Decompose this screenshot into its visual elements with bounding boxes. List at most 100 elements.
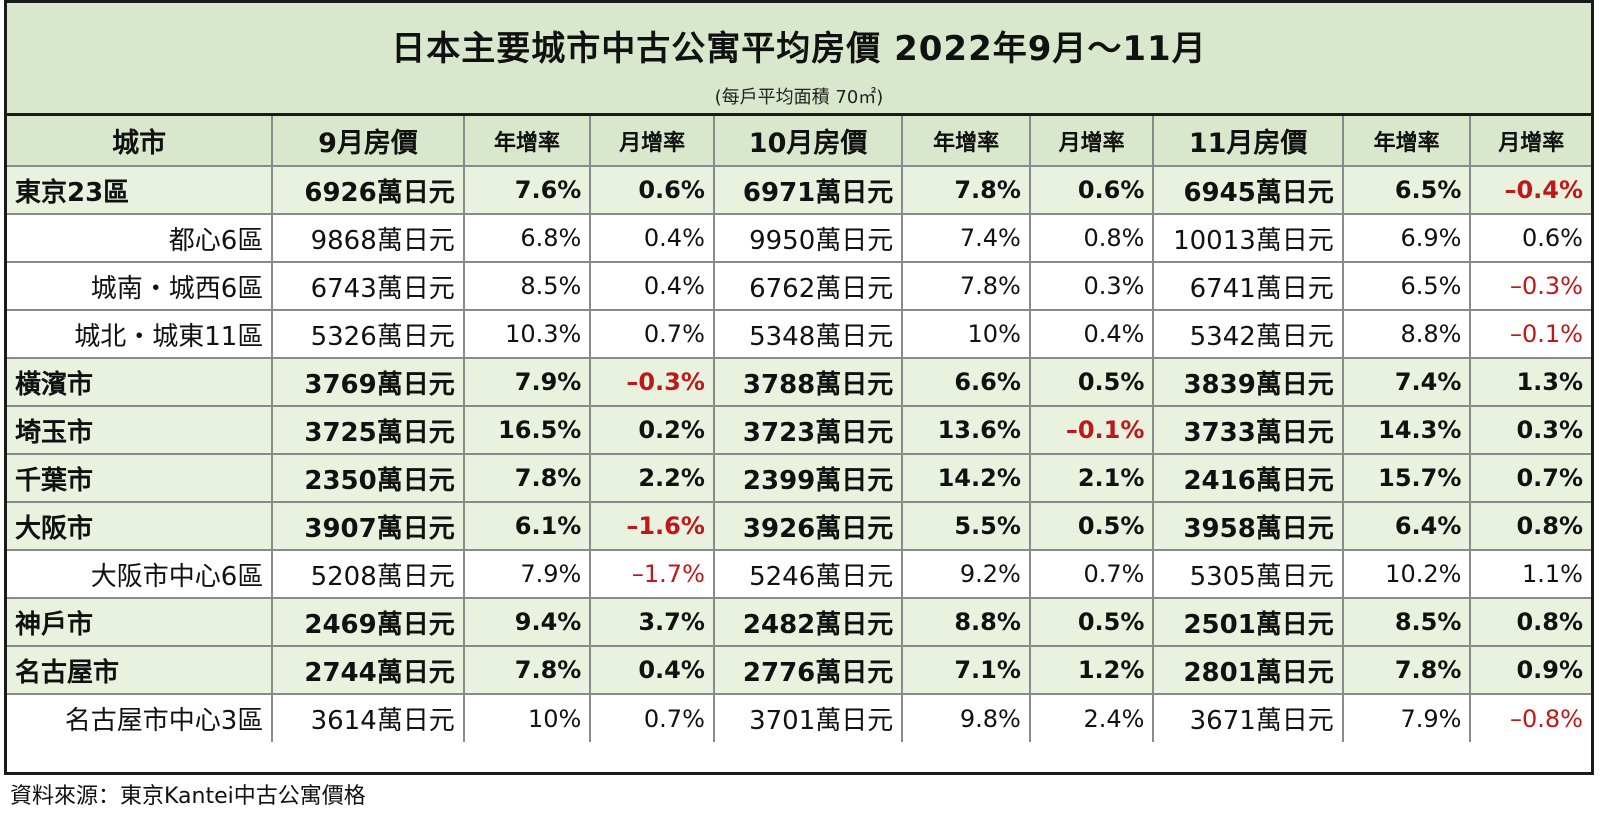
column-header: 年增率	[462, 116, 592, 167]
price-cell: 2744萬日元	[271, 645, 465, 695]
yoy-cell: 5.5%	[901, 501, 1031, 551]
mom-cell: –0.1%	[1028, 405, 1155, 455]
price-cell: 6926萬日元	[271, 165, 465, 215]
price-cell: 10013萬日元	[1152, 213, 1344, 263]
table-row: 城南・城西6區 6743萬日元 8.5% 0.4% 6762萬日元 7.8% 0.3% 674…	[7, 261, 1591, 311]
table-row: 大阪市 3907萬日元 6.1% –1.6% 3926萬日元 5.5% 0.5% 3958萬日…	[7, 501, 1591, 551]
price-cell: 3701萬日元	[712, 693, 904, 742]
price-cell: 5348萬日元	[712, 309, 904, 359]
mom-cell: 0.7%	[589, 309, 715, 359]
mom-cell: 1.2%	[1028, 645, 1155, 695]
yoy-cell: 7.9%	[462, 357, 592, 407]
yoy-cell: 6.5%	[1341, 261, 1472, 311]
price-cell: 3839萬日元	[1152, 357, 1344, 407]
mom-cell: 0.6%	[1028, 165, 1155, 215]
price-cell: 2350萬日元	[271, 453, 465, 503]
column-header: 月增率	[589, 116, 715, 167]
chart-subtitle: (每戶平均面積 70㎡)	[714, 87, 884, 108]
title-box: 日本主要城市中古公寓平均房價 2022年9月～11月 (每戶平均面積 70㎡)	[7, 3, 1591, 116]
price-cell: 6743萬日元	[271, 261, 465, 311]
price-cell: 3907萬日元	[271, 501, 465, 551]
yoy-cell: 6.1%	[462, 501, 592, 551]
table-row: 千葉市 2350萬日元 7.8% 2.2% 2399萬日元 14.2% 2.1% 2416萬日…	[7, 453, 1591, 503]
yoy-cell: 8.8%	[901, 597, 1031, 647]
mom-cell: –0.3%	[1469, 261, 1591, 311]
mom-cell: 2.4%	[1028, 693, 1155, 742]
table-row: 都心6區 9868萬日元 6.8% 0.4% 9950萬日元 7.4% 0.8% 10013萬…	[7, 213, 1591, 263]
source-note: 資料來源：東京Kantei中古公寓價格	[10, 784, 366, 809]
mom-cell: 0.8%	[1028, 213, 1155, 263]
city-cell: 名古屋市中心3區	[7, 693, 274, 742]
mom-cell: 1.3%	[1469, 357, 1591, 407]
mom-cell: 0.8%	[1469, 597, 1591, 647]
price-cell: 6741萬日元	[1152, 261, 1344, 311]
price-cell: 5326萬日元	[271, 309, 465, 359]
mom-cell: 2.2%	[589, 453, 715, 503]
yoy-cell: 7.8%	[901, 165, 1031, 215]
yoy-cell: 9.2%	[901, 549, 1031, 599]
yoy-cell: 6.9%	[1341, 213, 1472, 263]
yoy-cell: 6.5%	[1341, 165, 1472, 215]
yoy-cell: 10%	[901, 309, 1031, 359]
mom-cell: 0.9%	[1469, 645, 1591, 695]
price-cell: 6971萬日元	[712, 165, 904, 215]
price-cell: 9868萬日元	[271, 213, 465, 263]
mom-cell: 0.4%	[589, 213, 715, 263]
mom-cell: 0.4%	[589, 261, 715, 311]
table-row: 名古屋市 2744萬日元 7.8% 0.4% 2776萬日元 7.1% 1.2% 2801萬日…	[7, 645, 1591, 695]
price-cell: 2399萬日元	[712, 453, 904, 503]
price-cell: 2501萬日元	[1152, 597, 1344, 647]
yoy-cell: 7.8%	[1341, 645, 1472, 695]
city-cell: 大阪市中心6區	[7, 549, 274, 599]
mom-cell: 0.7%	[589, 693, 715, 742]
table-body: 東京23區 6926萬日元 7.6% 0.6% 6971萬日元 7.8% 0.6% 6945萬…	[7, 165, 1591, 742]
column-header: 11月房價	[1152, 116, 1344, 167]
mom-cell: 3.7%	[589, 597, 715, 647]
yoy-cell: 10.2%	[1341, 549, 1472, 599]
city-cell: 神戶市	[7, 597, 274, 647]
mom-cell: 0.3%	[1469, 405, 1591, 455]
header-row: 城市 9月房價 年增率 月增率 10月房價 年增率 月增率 11月房價 年增率 …	[7, 116, 1591, 167]
yoy-cell: 14.2%	[901, 453, 1031, 503]
yoy-cell: 7.8%	[462, 453, 592, 503]
mom-cell: 0.3%	[1028, 261, 1155, 311]
city-cell: 城南・城西6區	[7, 261, 274, 311]
mom-cell: 0.4%	[1028, 309, 1155, 359]
mom-cell: 0.4%	[589, 645, 715, 695]
column-header: 年增率	[1341, 116, 1472, 167]
price-cell: 3958萬日元	[1152, 501, 1344, 551]
city-cell: 千葉市	[7, 453, 274, 503]
city-cell: 埼玉市	[7, 405, 274, 455]
mom-cell: –0.1%	[1469, 309, 1591, 359]
column-header: 月增率	[1469, 116, 1591, 167]
yoy-cell: 6.4%	[1341, 501, 1472, 551]
price-cell: 2416萬日元	[1152, 453, 1344, 503]
yoy-cell: 7.6%	[462, 165, 592, 215]
mom-cell: –1.6%	[589, 501, 715, 551]
mom-cell: 0.8%	[1469, 501, 1591, 551]
yoy-cell: 10%	[462, 693, 592, 742]
yoy-cell: 8.8%	[1341, 309, 1472, 359]
mom-cell: 0.2%	[589, 405, 715, 455]
price-cell: 5342萬日元	[1152, 309, 1344, 359]
city-cell: 都心6區	[7, 213, 274, 263]
price-cell: 5305萬日元	[1152, 549, 1344, 599]
column-header: 10月房價	[712, 116, 904, 167]
price-cell: 6945萬日元	[1152, 165, 1344, 215]
yoy-cell: 7.8%	[462, 645, 592, 695]
yoy-cell: 7.8%	[901, 261, 1031, 311]
mom-cell: 0.6%	[1469, 213, 1591, 263]
mom-cell: 0.7%	[1469, 453, 1591, 503]
price-cell: 3723萬日元	[712, 405, 904, 455]
yoy-cell: 6.8%	[462, 213, 592, 263]
mom-cell: –0.4%	[1469, 165, 1591, 215]
yoy-cell: 7.4%	[1341, 357, 1472, 407]
city-cell: 橫濱市	[7, 357, 274, 407]
table-row: 名古屋市中心3區 3614萬日元 10% 0.7% 3701萬日元 9.8% 2.4% 367…	[7, 693, 1591, 742]
column-header: 月增率	[1028, 116, 1155, 167]
yoy-cell: 13.6%	[901, 405, 1031, 455]
price-cell: 3788萬日元	[712, 357, 904, 407]
column-header: 年增率	[901, 116, 1031, 167]
yoy-cell: 10.3%	[462, 309, 592, 359]
price-cell: 2469萬日元	[271, 597, 465, 647]
